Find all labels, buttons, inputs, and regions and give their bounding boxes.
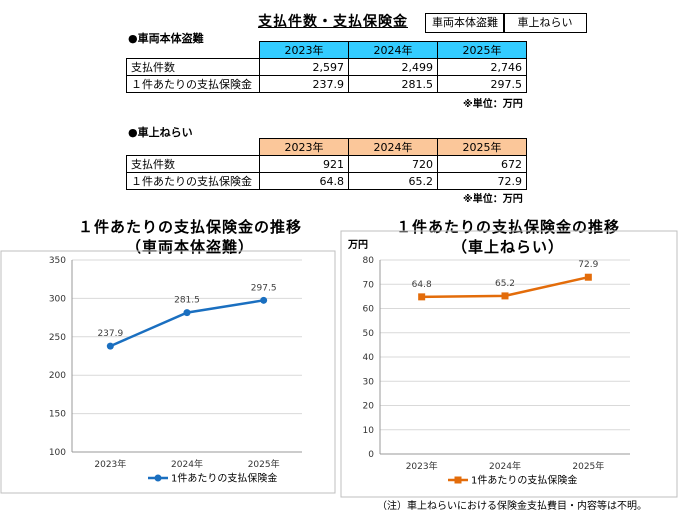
table-cell: 921 — [259, 155, 349, 173]
table-cell: 297.5 — [437, 75, 527, 93]
table-header-row: 2023年 2024年 2025年 — [127, 41, 527, 59]
line-chart-car-break-in: 0 10 20 30 40 50 60 70 80 2023年 2024年 2025年 万円 64.8 65… — [340, 230, 678, 498]
legend-label: 1件あたりの支払保険金 — [171, 472, 277, 485]
row-label: １件あたりの支払保険金 — [126, 75, 260, 93]
data-label: 281.5 — [174, 296, 200, 306]
y-tick-label: 100 — [49, 448, 66, 458]
chart-frame — [340, 230, 678, 498]
y-tick-label: 40 — [363, 353, 375, 363]
category-tag-car-break-in: 車上ねらい — [503, 13, 587, 33]
legend-marker — [154, 474, 162, 482]
x-tick-label: 2023年 — [406, 460, 438, 472]
table-corner — [127, 42, 260, 59]
table-cell: 2,746 — [437, 58, 527, 76]
table-vehicle-theft: 2023年 2024年 2025年 支払件数 2,597 2,499 2,746… — [126, 41, 527, 93]
x-tick-label: 2025年 — [572, 460, 604, 472]
unit-note: ※単位：万円 — [463, 194, 523, 205]
y-tick-label: 70 — [363, 280, 375, 290]
data-label: 65.2 — [495, 279, 515, 289]
year-header: 2023年 — [259, 138, 349, 156]
y-tick-label: 250 — [49, 333, 66, 343]
table-corner — [127, 139, 260, 156]
unit-note: ※単位：万円 — [463, 99, 523, 110]
row-label: 支払件数 — [126, 58, 260, 76]
data-point — [418, 293, 426, 301]
table-cell: 72.9 — [437, 172, 527, 190]
data-label: 237.9 — [97, 329, 123, 339]
row-label: 支払件数 — [126, 155, 260, 173]
y-axis-unit: 万円 — [347, 239, 368, 251]
year-header: 2024年 — [348, 41, 438, 59]
table-car-break-in: 2023年 2024年 2025年 支払件数 921 720 672 １件あたり… — [126, 138, 527, 190]
data-point — [106, 342, 114, 350]
year-header: 2025年 — [437, 41, 527, 59]
legend-marker — [454, 476, 462, 484]
x-tick-label: 2025年 — [248, 458, 280, 470]
table-cell: 2,499 — [348, 58, 438, 76]
year-header: 2023年 — [259, 41, 349, 59]
footnote: （注）車上ねらいにおける保険金支払費目・内容等は不明。 — [377, 501, 647, 512]
y-tick-label: 300 — [49, 294, 66, 304]
chart-title-vehicle-theft: １件あたりの支払保険金の推移 — [77, 218, 302, 236]
x-tick-label: 2023年 — [94, 458, 126, 470]
y-tick-label: 200 — [49, 371, 66, 381]
data-label: 72.9 — [578, 260, 598, 270]
category-tag-vehicle-theft: 車両本体盗難 — [425, 13, 505, 33]
row-label: １件あたりの支払保険金 — [126, 172, 260, 190]
table-row: 支払件数 2,597 2,499 2,746 — [126, 58, 527, 76]
series-line — [109, 299, 264, 348]
y-tick-label: 350 — [49, 256, 66, 266]
y-tick-label: 10 — [363, 426, 375, 436]
page-title: 支払件数・支払保険金 — [258, 14, 408, 30]
data-point — [584, 273, 592, 281]
year-header: 2024年 — [348, 138, 438, 156]
legend-label: 1件あたりの支払保険金 — [471, 474, 577, 487]
x-tick-label: 2024年 — [489, 460, 521, 472]
data-point — [501, 292, 509, 300]
table-row: １件あたりの支払保険金 237.9 281.5 297.5 — [126, 75, 527, 93]
data-point — [183, 309, 191, 317]
y-tick-label: 80 — [363, 256, 375, 266]
table-cell: 672 — [437, 155, 527, 173]
data-point — [260, 296, 268, 304]
x-tick-label: 2024年 — [171, 458, 203, 470]
section-label-car-break-in: ●車上ねらい — [128, 126, 193, 139]
table-cell: 237.9 — [259, 75, 349, 93]
table-header-row: 2023年 2024年 2025年 — [127, 138, 527, 156]
table-row: １件あたりの支払保険金 64.8 65.2 72.9 — [126, 172, 527, 190]
y-tick-label: 50 — [363, 329, 375, 339]
data-label: 297.5 — [251, 283, 277, 293]
y-tick-label: 150 — [49, 410, 66, 420]
y-tick-label: 60 — [363, 305, 375, 315]
y-tick-label: 30 — [363, 377, 375, 387]
year-header: 2025年 — [437, 138, 527, 156]
y-tick-label: 20 — [363, 402, 375, 412]
data-label: 64.8 — [412, 280, 432, 290]
line-chart-vehicle-theft: 100 150 200 250 300 350 2023年 2024年 2025年 237.9 28… — [0, 250, 336, 494]
table-cell: 64.8 — [259, 172, 349, 190]
table-cell: 65.2 — [348, 172, 438, 190]
y-tick-label: 0 — [368, 450, 374, 460]
section-label-vehicle-theft: ●車両本体盗難 — [128, 32, 204, 45]
table-row: 支払件数 921 720 672 — [126, 155, 527, 173]
chart-subtitle-car-break-in: （車上ねらい） — [451, 238, 564, 256]
table-cell: 2,597 — [259, 58, 349, 76]
table-cell: 281.5 — [348, 75, 438, 93]
table-cell: 720 — [348, 155, 438, 173]
chart-frame — [0, 250, 336, 494]
